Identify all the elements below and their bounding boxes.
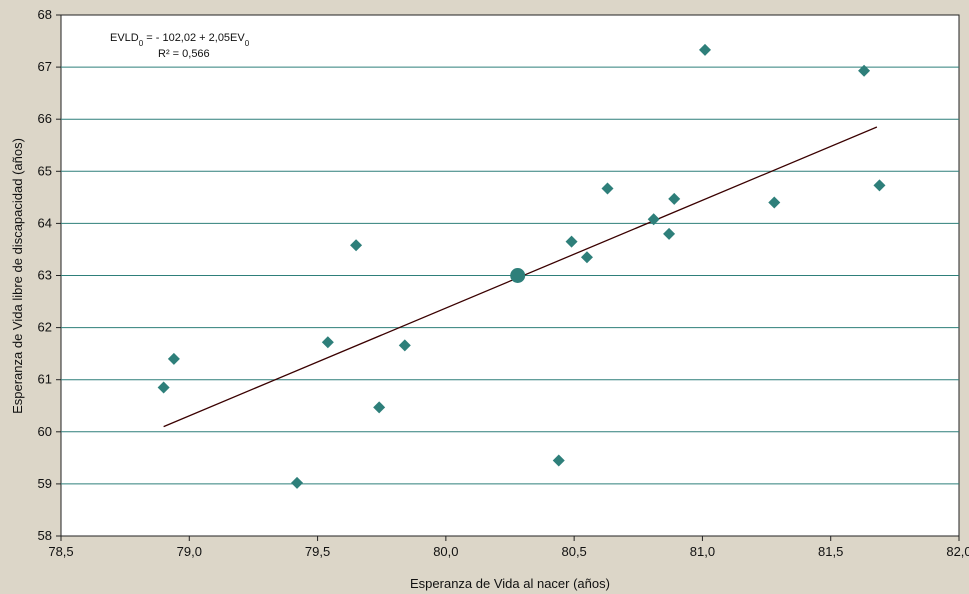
y-axis-ticks: 58 59 60 61 62 63 64 65 66 67 68: [38, 7, 61, 543]
data-point: [663, 227, 676, 240]
data-point: [580, 251, 593, 264]
x-axis-title: Esperanza de Vida al nacer (años): [410, 576, 610, 591]
y-tick-label: 61: [38, 372, 52, 387]
data-point: [698, 43, 711, 56]
y-axis-title: Esperanza de Vida libre de discapacidad …: [10, 138, 25, 414]
x-tick-label: 81,5: [818, 544, 843, 559]
data-point: [291, 476, 304, 489]
highlight-point: [510, 268, 526, 283]
data-point: [668, 192, 681, 205]
equation-middle: = - 102,02 + 2,05EV: [143, 32, 245, 44]
y-tick-label: 67: [38, 59, 52, 74]
data-point: [552, 454, 565, 467]
y-tick-label: 66: [38, 111, 52, 126]
x-tick-label: 79,0: [177, 544, 202, 559]
equation-prefix: EVLD: [110, 32, 139, 44]
data-point: [321, 336, 334, 349]
y-tick-label: 58: [38, 528, 52, 543]
data-point: [350, 239, 363, 252]
data-point: [647, 213, 660, 226]
data-point: [565, 235, 578, 248]
equation-subscript-2: 0: [245, 39, 250, 48]
data-point: [157, 381, 170, 394]
x-tick-label: 78,5: [48, 544, 73, 559]
y-tick-label: 65: [38, 163, 52, 178]
x-tick-label: 82,0: [946, 544, 969, 559]
r-squared-text: R² = 0,566: [158, 48, 210, 60]
y-tick-label: 64: [38, 215, 52, 230]
data-point: [768, 196, 781, 209]
x-tick-label: 80,5: [561, 544, 586, 559]
data-markers: [157, 43, 886, 489]
equation-text: EVLD0 = - 102,02 + 2,05EV0: [110, 32, 250, 48]
x-axis-ticks: 78,5 79,0 79,5 80,0 80,5 81,0 81,5 82,0: [48, 536, 969, 559]
gridlines: [61, 66, 959, 485]
y-tick-label: 59: [38, 476, 52, 491]
data-point: [873, 179, 886, 192]
x-tick-label: 79,5: [305, 544, 330, 559]
x-tick-label: 80,0: [433, 544, 458, 559]
y-tick-label: 60: [38, 424, 52, 439]
y-tick-label: 68: [38, 7, 52, 22]
equation-subscript-1: 0: [139, 39, 144, 48]
data-point: [601, 182, 614, 195]
data-point: [398, 339, 411, 352]
x-tick-label: 81,0: [690, 544, 715, 559]
data-point: [858, 64, 871, 77]
y-tick-label: 62: [38, 320, 52, 335]
data-point: [373, 401, 386, 414]
data-point: [167, 352, 180, 365]
y-tick-label: 63: [38, 268, 52, 283]
